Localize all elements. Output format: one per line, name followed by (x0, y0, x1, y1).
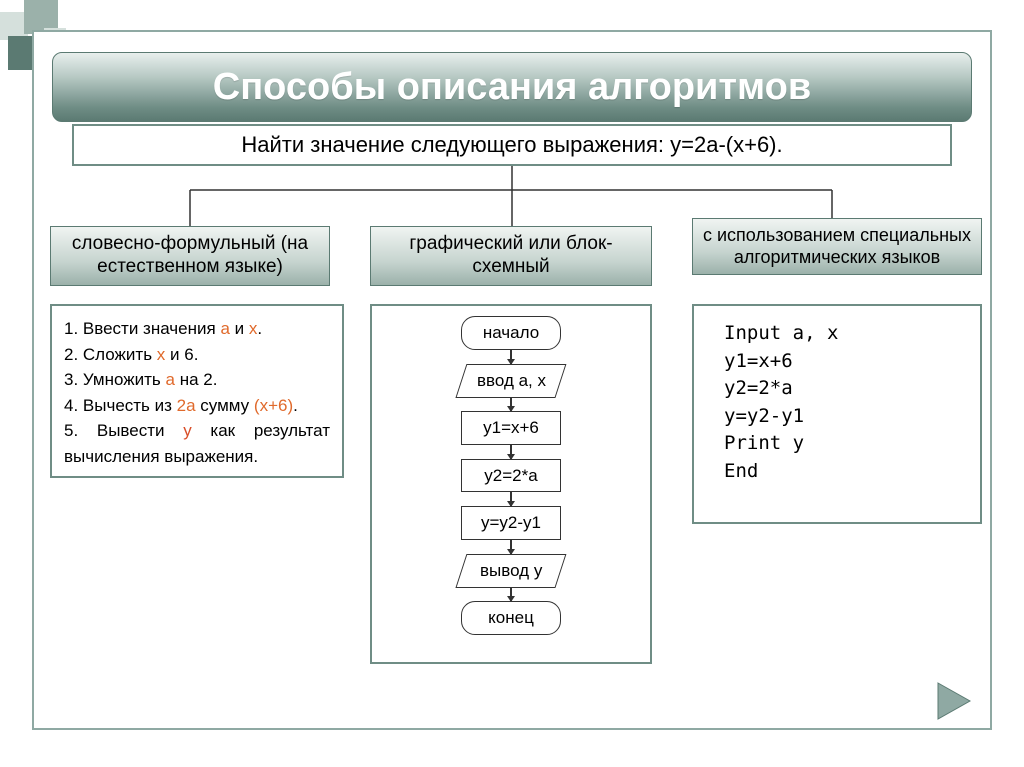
category-code-label: с использованием специальных алгоритмиче… (697, 225, 977, 268)
verbal-step-1: 1. Ввести значения a и x. (64, 316, 330, 342)
category-graphical: графический или блок-схемный (370, 226, 652, 286)
flowchart-content: начало ввод a, x y1=x+6 y2=2*a y=y2-y1 в… (370, 304, 652, 664)
category-verbal-label: словесно-формульный (на естественном язы… (55, 233, 325, 279)
flow-end: конец (461, 601, 561, 635)
flow-start: начало (461, 316, 561, 350)
code-line-2: y1=x+6 (724, 348, 950, 376)
flow-input: ввод a, x (456, 364, 567, 398)
connector-lines (72, 166, 952, 226)
verbal-step-2: 2. Сложить x и 6. (64, 342, 330, 368)
verbal-step-3: 3. Умножить a на 2. (64, 367, 330, 393)
verbal-content: 1. Ввести значения a и x. 2. Сложить x и… (50, 304, 344, 478)
title-bar: Способы описания алгоритмов (52, 52, 972, 122)
page-title: Способы описания алгоритмов (213, 66, 811, 109)
code-line-5: Print y (724, 430, 950, 458)
next-icon (932, 679, 976, 723)
flow-process-2: y2=2*a (461, 459, 561, 493)
flow-arrow (510, 445, 512, 459)
verbal-step-5: 5. Вывести y как результат вычисления вы… (64, 418, 330, 469)
category-code: с использованием специальных алгоритмиче… (692, 218, 982, 275)
flow-arrow (510, 540, 512, 554)
flow-arrow (510, 397, 512, 411)
flow-arrow (510, 587, 512, 601)
code-content: Input a, x y1=x+6 y2=2*a y=y2-y1 Print y… (692, 304, 982, 524)
flow-output: вывод y (456, 554, 567, 588)
flow-process-3: y=y2-y1 (461, 506, 561, 540)
code-line-4: y=y2-y1 (724, 403, 950, 431)
code-line-1: Input a, x (724, 320, 950, 348)
verbal-step-4: 4. Вычесть из 2a сумму (x+6). (64, 393, 330, 419)
flow-process-1: y1=x+6 (461, 411, 561, 445)
category-graphical-label: графический или блок-схемный (375, 233, 647, 279)
task-box: Найти значение следующего выражения: y=2… (72, 124, 952, 166)
flow-arrow (510, 492, 512, 506)
next-button[interactable] (932, 679, 976, 723)
code-line-3: y2=2*a (724, 375, 950, 403)
code-line-6: End (724, 458, 950, 486)
category-verbal: словесно-формульный (на естественном язы… (50, 226, 330, 286)
task-text: Найти значение следующего выражения: y=2… (241, 132, 782, 158)
flow-arrow (510, 350, 512, 364)
